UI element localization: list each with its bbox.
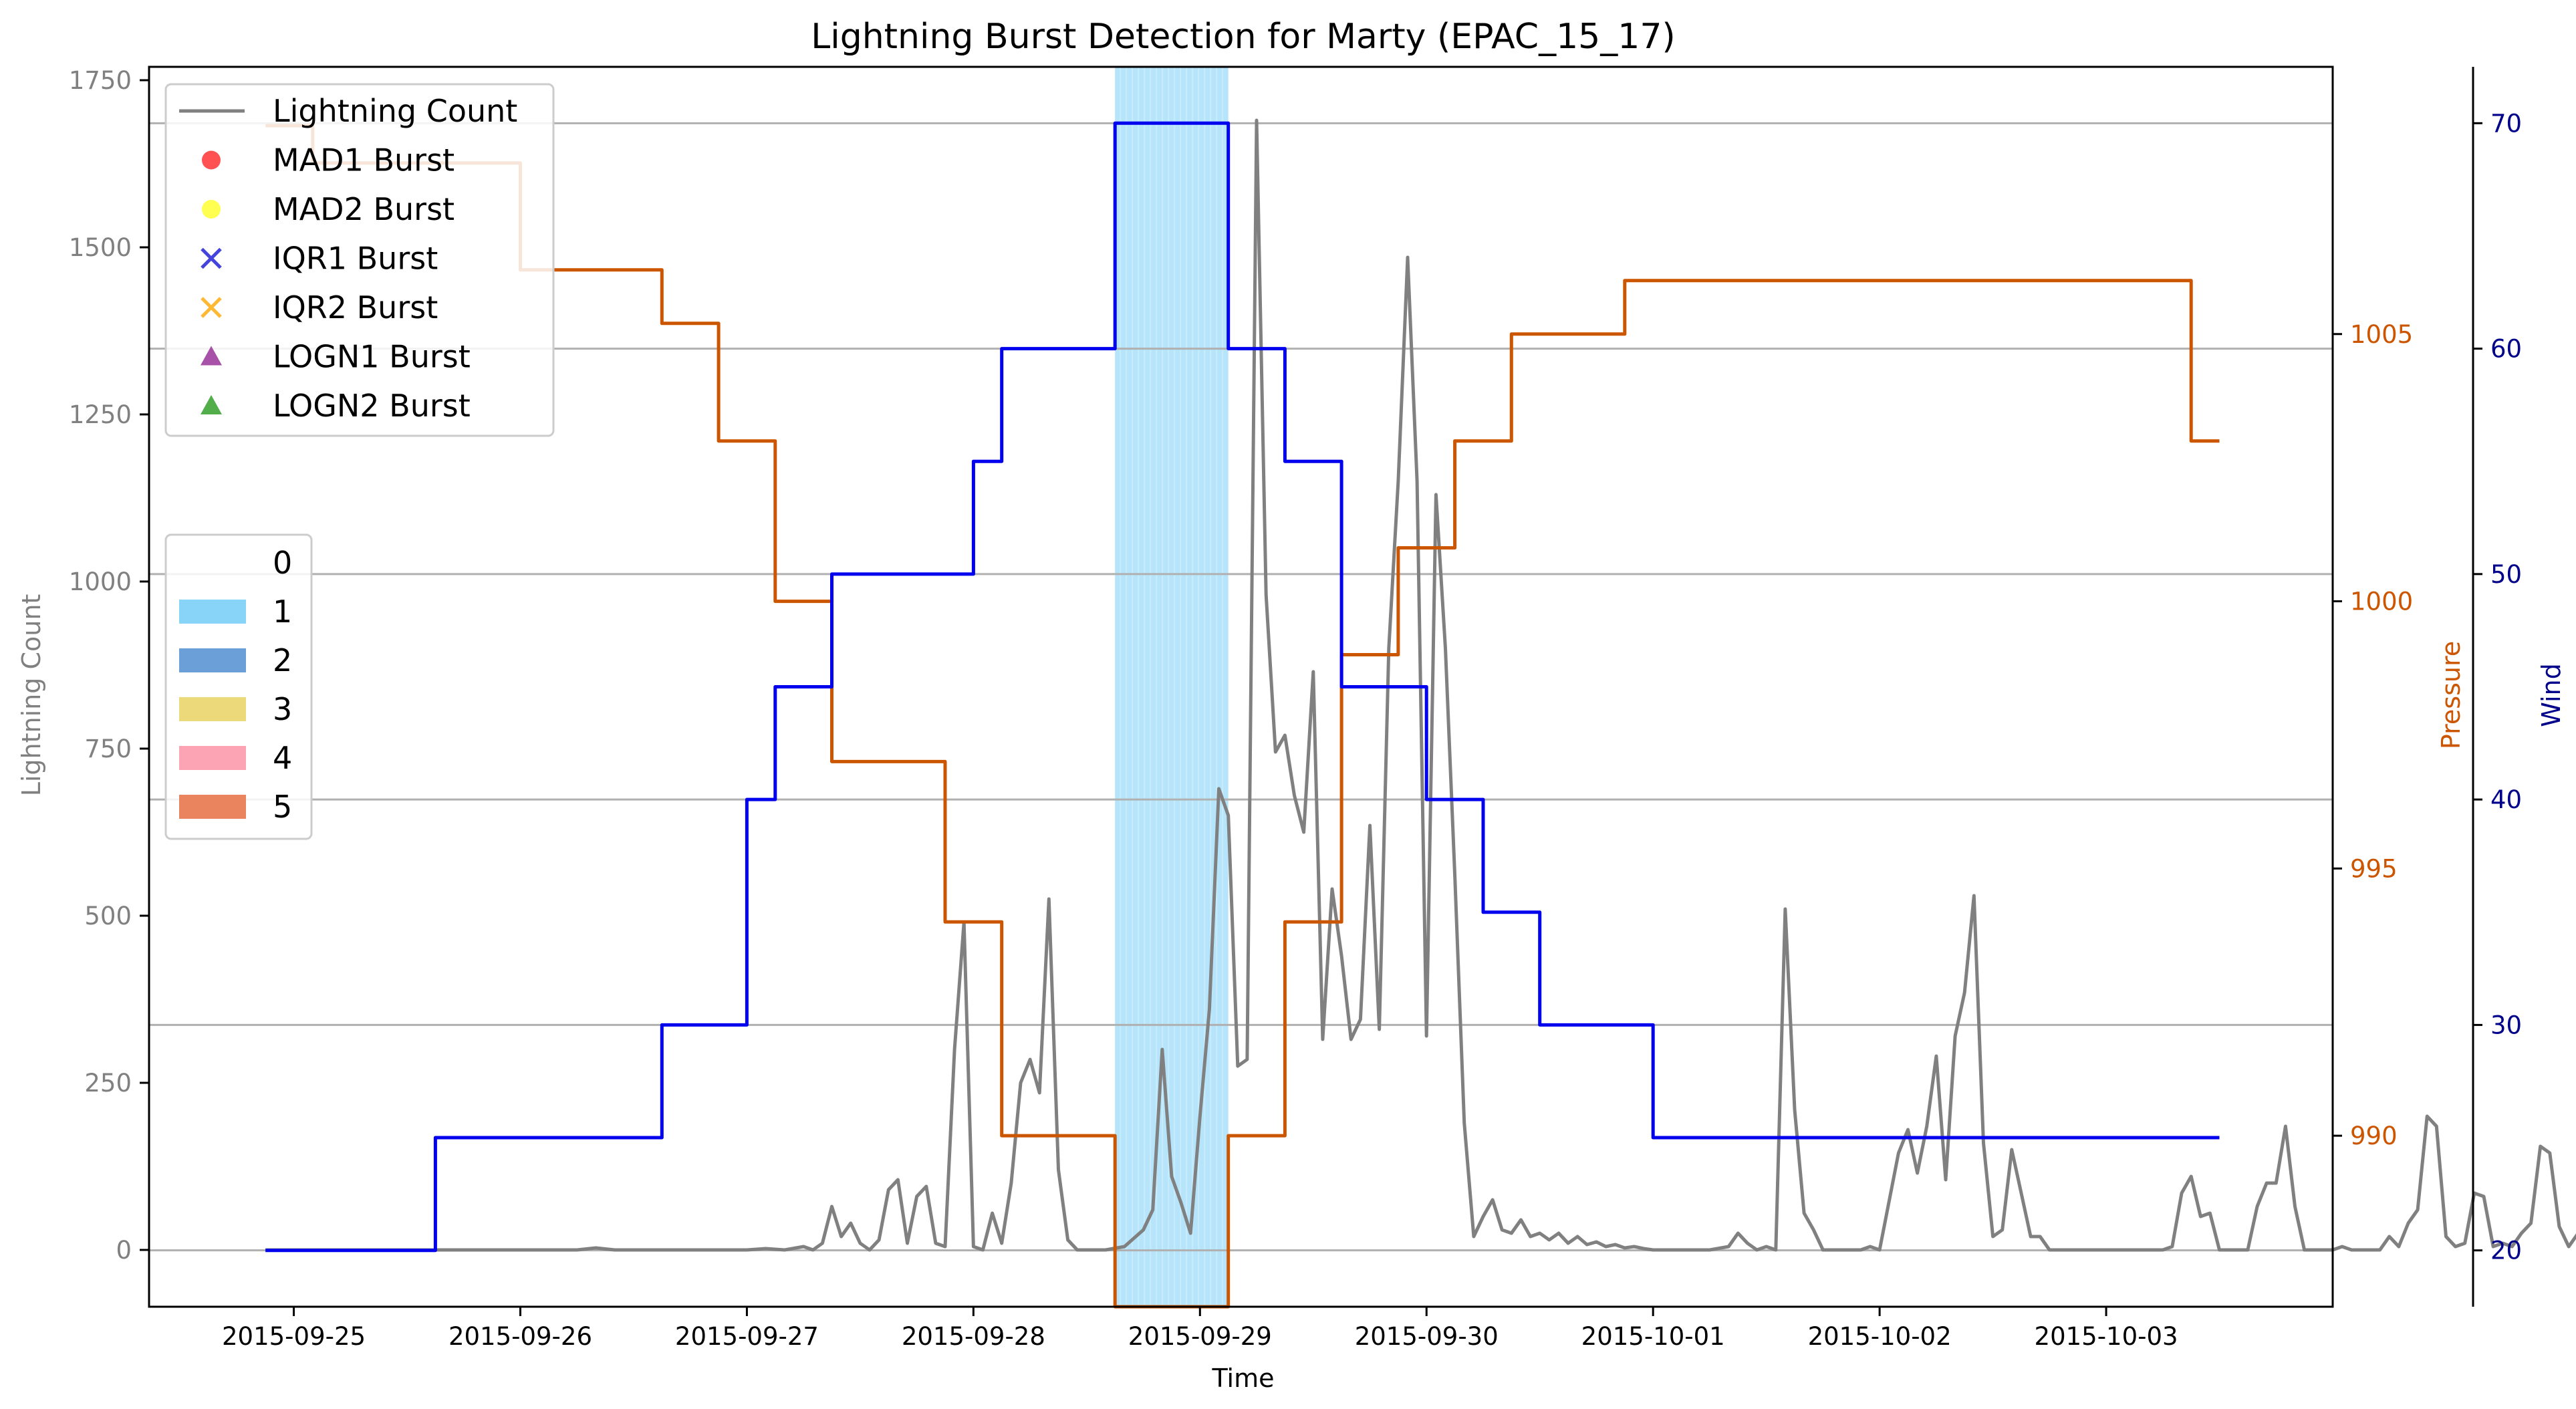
- wind-tick-label: 70: [2490, 109, 2522, 138]
- legend-triangle-marker: [201, 395, 222, 414]
- pressure-tick-label: 1000: [2350, 588, 2413, 616]
- left-tick-label: 1250: [69, 400, 132, 429]
- legend-label: LOGN2 Burst: [273, 388, 471, 424]
- x-tick-label: 2015-09-26: [448, 1322, 592, 1351]
- legend-category-label: 3: [273, 691, 292, 727]
- x-axis-title: Time: [1212, 1364, 1275, 1393]
- legend-label: IQR1 Burst: [273, 241, 438, 277]
- highlight-span: [1115, 67, 1229, 1307]
- legend-category-label: 2: [273, 642, 292, 678]
- x-tick-label: 2015-10-02: [1808, 1322, 1952, 1351]
- wind-tick-label: 50: [2490, 560, 2522, 589]
- legend-markers: Lightning Count MAD1 Burst MAD2 Burst IQR1 …: [164, 83, 555, 437]
- legend-category-label: 0: [273, 545, 292, 581]
- legend-circle-marker: [202, 200, 221, 219]
- legend-label: Lightning Count: [273, 93, 517, 129]
- legend-category-label: 1: [273, 594, 292, 630]
- legend-category-label: 5: [273, 789, 292, 825]
- legend-category-swatch: [179, 746, 246, 770]
- x-tick-label: 2015-09-27: [675, 1322, 819, 1351]
- legend-label: IQR2 Burst: [273, 289, 438, 326]
- series-layer: [265, 118, 2576, 1309]
- pressure-line: [265, 124, 2220, 1309]
- legend-label: MAD1 Burst: [273, 142, 455, 178]
- legend-category-swatch: [179, 600, 246, 624]
- pressure-tick-label: 1005: [2350, 320, 2413, 349]
- wind-line: [265, 121, 2220, 1253]
- legend-categories: 0 1 2 3 4 5: [164, 533, 313, 840]
- plot-frame: [148, 66, 2334, 1308]
- left-tick-label: 0: [116, 1236, 132, 1265]
- legend-category-swatch: [179, 697, 246, 721]
- x-tick-label: 2015-09-28: [902, 1322, 1045, 1351]
- legend-circle-marker: [202, 150, 221, 170]
- x-tick-label: 2015-09-29: [1128, 1322, 1272, 1351]
- x-tick-label: 2015-10-03: [2035, 1322, 2178, 1351]
- x-tick-label: 2015-09-25: [222, 1322, 366, 1351]
- left-tick-label: 1500: [69, 233, 132, 262]
- pressure-tick-label: 995: [2350, 854, 2398, 883]
- legend-category-label: 4: [273, 740, 292, 776]
- left-tick-label: 250: [84, 1069, 132, 1098]
- pressure-tick-label: 990: [2350, 1122, 2398, 1150]
- left-tick-label: 750: [84, 735, 132, 763]
- legend-label: MAD2 Burst: [273, 191, 455, 227]
- left-tick-label: 1000: [69, 567, 132, 596]
- x-tick-label: 2015-09-30: [1355, 1322, 1499, 1351]
- wind-tick-label: 60: [2490, 335, 2522, 364]
- legend-category-swatch: [179, 648, 246, 672]
- pressure-axis-title: Pressure: [2436, 641, 2466, 749]
- legend-x-marker: [201, 297, 222, 318]
- legend-x-marker: [201, 247, 222, 269]
- legend-markers-frame: [164, 83, 555, 437]
- chart-title: Lightning Burst Detection for Marty (EPA…: [811, 17, 1675, 57]
- axes-layer: 2015-09-25 2015-09-26 2015-09-27 2015-09-28…: [69, 66, 2522, 1351]
- left-tick-label: 500: [84, 902, 132, 930]
- wind-tick-label: 30: [2490, 1011, 2522, 1039]
- legend-label: LOGN1 Burst: [273, 339, 471, 375]
- wind-axis-title: Wind: [2537, 663, 2566, 727]
- wind-tick-label: 20: [2490, 1237, 2522, 1265]
- lightning-count-line: [265, 118, 2576, 1252]
- wind-tick-label: 40: [2490, 785, 2522, 814]
- left-tick-label: 1750: [69, 66, 132, 95]
- legend-triangle-marker: [201, 346, 222, 366]
- highlight-layer: [1115, 67, 1229, 1307]
- left-axis-title: Lightning Count: [17, 594, 46, 797]
- legend-category-swatch: [179, 795, 246, 819]
- x-tick-label: 2015-10-01: [1581, 1322, 1725, 1351]
